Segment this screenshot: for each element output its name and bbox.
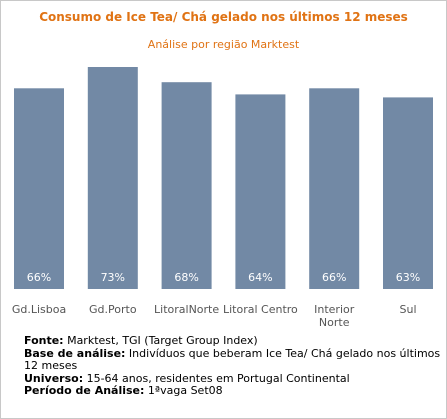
footer-base-label: Base de análise: — [24, 346, 126, 360]
footer-base: Base de análise: Indivíduos que beberam … — [24, 346, 444, 373]
footer-period-label: Período de Análise: — [24, 384, 145, 397]
footer-source-label: Fonte: — [24, 334, 64, 347]
footer-universe-label: Universo: — [24, 371, 84, 385]
footer-period-value: 1ªvaga Set08 — [144, 384, 223, 397]
bar-value-label: 73% — [101, 271, 125, 284]
bar-chart: 66% Gd.Lisboa 73% Gd.Porto 68% LitoralNorte 64… — [12, 67, 433, 329]
bar-0 — [14, 88, 64, 289]
footer-source: Fonte: Marktest, TGI (Target Group Index… — [24, 334, 444, 348]
footer-base-value: Indivíduos que beberam Ice Tea/ Chá gela… — [24, 346, 441, 372]
footer-source-value: Marktest, TGI (Target Group Index) — [63, 334, 258, 347]
chart-footer: Fonte: Marktest, TGI (Target Group Index… — [24, 334, 444, 398]
bar-value-label: 68% — [174, 271, 198, 284]
chart-title: Consumo de Ice Tea/ Chá gelado nos últim… — [39, 10, 408, 24]
bar-2 — [161, 82, 212, 289]
bar-value-label: 63% — [396, 271, 420, 284]
x-tick-label: Sul — [399, 303, 416, 316]
bar-value-label: 64% — [248, 271, 272, 284]
x-tick-label: Gd.Lisboa — [12, 303, 66, 316]
x-tick-label: Interior Norte — [314, 303, 355, 329]
x-tick-label: Litoral Centro — [223, 303, 298, 316]
bar-1 — [87, 67, 138, 289]
bar-value-label: 66% — [322, 271, 346, 284]
footer-universe-value: 15-64 anos, residentes em Portugal Conti… — [83, 371, 350, 385]
x-tick-label: LitoralNorte — [154, 303, 219, 316]
footer-universe: Universo: 15-64 anos, residentes em Port… — [24, 371, 444, 386]
bar-value-label: 66% — [27, 271, 51, 284]
x-tick-label: Gd.Porto — [89, 303, 137, 316]
bar-3 — [235, 94, 286, 290]
footer-period: Período de Análise: 1ªvaga Set08 — [24, 384, 444, 398]
bar-5 — [383, 97, 433, 290]
bar-4 — [309, 88, 360, 289]
chart-subtitle: Análise por região Marktest — [147, 38, 300, 51]
